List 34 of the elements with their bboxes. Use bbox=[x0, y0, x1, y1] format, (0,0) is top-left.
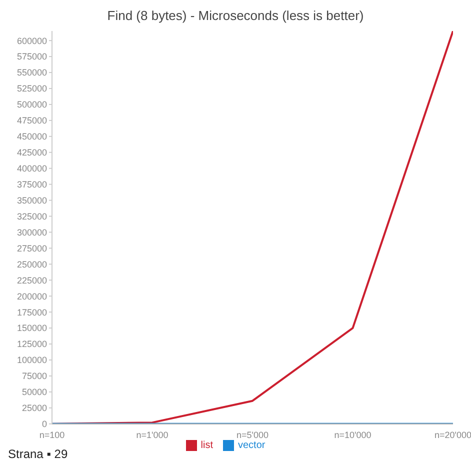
x-tick-label: n=10'000 bbox=[334, 430, 372, 440]
y-tick-label: 450000 bbox=[16, 132, 47, 142]
x-tick-label: n=20'000 bbox=[434, 430, 471, 440]
x-tick-label: n=1'000 bbox=[136, 430, 168, 440]
y-tick-label: 75000 bbox=[22, 371, 47, 382]
y-tick-label: 475000 bbox=[16, 116, 47, 126]
y-tick-label: 375000 bbox=[16, 180, 47, 190]
legend-label: vector bbox=[238, 440, 266, 451]
x-tick-label: n=5'000 bbox=[236, 430, 269, 440]
y-tick-label: 225000 bbox=[16, 275, 47, 286]
y-tick-label: 525000 bbox=[16, 84, 47, 94]
y-tick-label: 500000 bbox=[16, 100, 47, 110]
y-tick-label: 300000 bbox=[16, 227, 47, 238]
chart-title: Find (8 bytes) - Microseconds (less is better) bbox=[106, 8, 365, 23]
y-tick-label: 550000 bbox=[16, 68, 47, 78]
x-tick-label: n=100 bbox=[39, 430, 65, 440]
y-tick-label: 175000 bbox=[16, 307, 47, 318]
y-tick-label: 150000 bbox=[16, 323, 47, 334]
y-tick-label: 600000 bbox=[16, 36, 47, 46]
y-tick-label: 350000 bbox=[16, 195, 47, 206]
y-tick-label: 0 bbox=[42, 419, 47, 430]
y-tick-label: 100000 bbox=[16, 355, 47, 366]
y-tick-label: 25000 bbox=[22, 403, 47, 414]
y-tick-label: 250000 bbox=[16, 259, 47, 270]
text: Strana ▪ 29 bbox=[8, 447, 68, 461]
legend-label: list bbox=[200, 440, 213, 451]
y-tick-label: 425000 bbox=[16, 148, 47, 158]
y-tick-label: 125000 bbox=[16, 339, 47, 350]
y-tick-label: 200000 bbox=[16, 291, 47, 302]
y-tick-label: 325000 bbox=[16, 211, 47, 222]
y-tick-label: 275000 bbox=[16, 243, 47, 254]
y-tick-label: 400000 bbox=[16, 164, 47, 174]
y-tick-label: 575000 bbox=[16, 52, 47, 62]
y-tick-label: 50000 bbox=[22, 387, 47, 398]
